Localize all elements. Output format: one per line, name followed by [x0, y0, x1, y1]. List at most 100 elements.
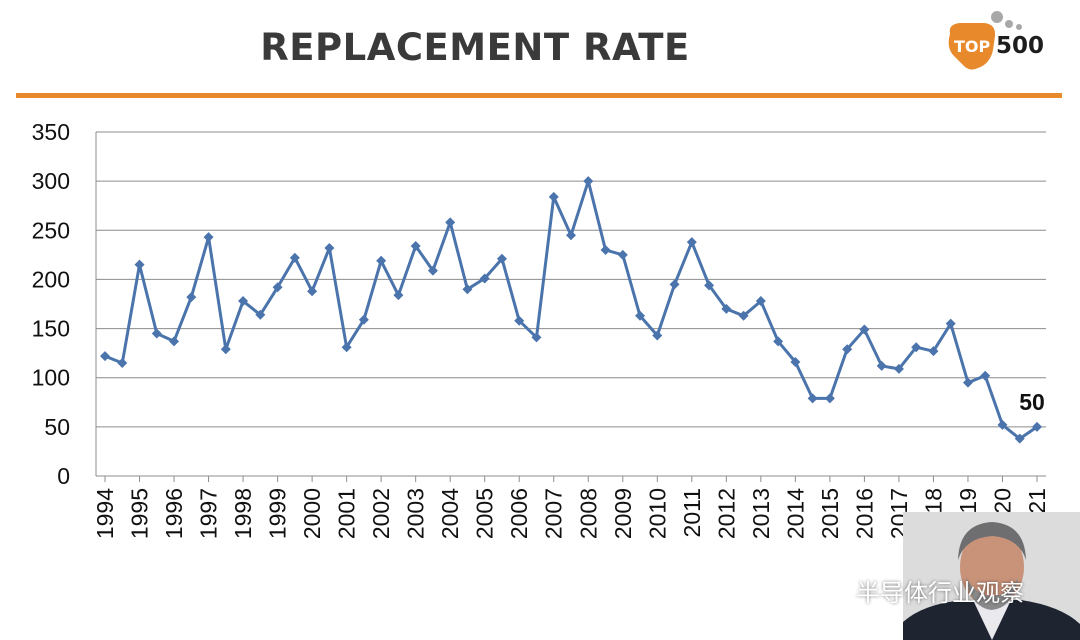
y-tick-label-350: 350	[32, 119, 70, 145]
logo-dot-small	[1016, 24, 1022, 30]
logo-dot-medium	[1005, 20, 1013, 28]
x-tick-label-2006: 2006	[506, 488, 532, 539]
data-point-1	[117, 357, 128, 368]
data-point-9	[255, 309, 266, 320]
wechat-eye-right	[824, 583, 828, 587]
data-point-52	[997, 419, 1008, 430]
data-point-49	[945, 318, 956, 329]
data-point-13	[324, 242, 335, 253]
x-tick-label-2001: 2001	[334, 488, 360, 539]
x-axis-ticks: 1994 1995 1996 1997 1998 1999 2000 2001 2002 2003…	[92, 488, 1050, 539]
data-point-6	[203, 232, 214, 243]
data-point-41	[807, 393, 818, 404]
watermark: 半导体行业观察	[808, 570, 1024, 610]
data-point-38	[755, 296, 766, 307]
data-point-4	[169, 336, 180, 347]
x-tick-label-2008: 2008	[575, 488, 601, 539]
data-point-39	[773, 336, 784, 347]
presenter-beard	[966, 578, 1018, 610]
data-point-28	[583, 176, 594, 187]
data-point-23	[496, 253, 507, 264]
data-point-48	[928, 346, 939, 357]
data-point-44	[859, 324, 870, 335]
data-point-45	[876, 360, 887, 371]
y-tick-label-0: 0	[57, 463, 70, 489]
watermark-text: 半导体行业观察	[856, 579, 1024, 607]
x-tick-label-2007: 2007	[541, 488, 567, 539]
x-tick-label-1998: 1998	[230, 488, 256, 539]
logo-dot-large	[991, 11, 1003, 23]
y-axis-ticks: 0 50 100 150 200 250 300 350	[32, 119, 70, 489]
x-tick-label-2011: 2011	[679, 488, 705, 537]
data-point-29	[600, 244, 611, 255]
x-tick-label-2009: 2009	[610, 488, 636, 539]
x-tick-label-2016: 2016	[851, 488, 877, 539]
data-point-18	[410, 241, 421, 252]
data-point-19	[427, 265, 438, 276]
presenter-face	[960, 527, 1024, 607]
logo-badge-shape	[948, 23, 996, 70]
data-label-0: 50	[1019, 389, 1045, 415]
wechat-eye-left	[816, 583, 820, 587]
data-point-34	[686, 237, 697, 248]
data-point-27	[566, 230, 576, 241]
title-divider	[16, 93, 1062, 98]
data-point-35	[704, 280, 715, 291]
data-point-47	[911, 342, 922, 353]
data-point-24	[514, 315, 525, 326]
data-point-33	[669, 279, 680, 290]
data-point-31	[635, 310, 646, 321]
x-tick-label-1995: 1995	[127, 488, 153, 539]
logo-number-text: 500	[996, 33, 1044, 59]
data-point-8	[238, 296, 249, 307]
x-tick-label-2003: 2003	[403, 488, 429, 539]
x-tick-label-2004: 2004	[437, 488, 463, 539]
x-tick-label-1999: 1999	[265, 488, 291, 539]
top500-logo: TOP 500	[948, 11, 1044, 70]
data-point-43	[842, 344, 853, 355]
y-tick-label-300: 300	[32, 168, 70, 194]
data-point-36	[721, 303, 732, 314]
y-tick-label-200: 200	[32, 266, 70, 292]
chart-series	[100, 176, 1042, 444]
y-tick-label-250: 250	[32, 217, 70, 243]
data-point-22	[479, 273, 490, 284]
wechat-bubble-small	[822, 585, 844, 603]
data-point-5	[186, 292, 197, 303]
chart-annotations: 50	[1019, 389, 1045, 415]
data-point-46	[893, 363, 904, 374]
data-point-21	[462, 284, 473, 295]
x-tick-label-1996: 1996	[161, 488, 187, 539]
x-tick-label-2005: 2005	[472, 488, 498, 539]
data-point-11	[289, 252, 300, 263]
chart-grid	[95, 131, 1046, 482]
data-point-14	[341, 342, 352, 353]
logo-badge-text: TOP	[954, 37, 991, 56]
data-point-40	[790, 356, 801, 367]
data-point-32	[652, 330, 663, 341]
presenter-collar	[973, 600, 1011, 640]
presenter-hair	[958, 522, 1026, 560]
data-point-2	[134, 259, 145, 270]
x-tick-label-2000: 2000	[299, 488, 325, 539]
x-tick-label-2010: 2010	[644, 488, 670, 539]
y-tick-label-100: 100	[32, 365, 70, 391]
x-tick-label-2014: 2014	[782, 488, 808, 539]
data-point-54	[1032, 421, 1042, 432]
data-point-42	[824, 393, 835, 404]
data-point-26	[548, 191, 559, 202]
data-point-17	[393, 290, 404, 301]
y-tick-label-150: 150	[32, 316, 70, 342]
data-point-50	[962, 377, 973, 388]
data-point-37	[738, 310, 749, 321]
data-point-30	[617, 249, 628, 260]
x-tick-label-1994: 1994	[92, 488, 118, 539]
data-point-0	[100, 351, 110, 362]
data-point-15	[358, 314, 369, 325]
series-line-0	[104, 179, 1038, 441]
presenter-video-thumbnail	[903, 512, 1080, 640]
data-point-10	[272, 282, 283, 293]
data-point-16	[376, 255, 387, 266]
x-tick-label-2015: 2015	[817, 488, 843, 539]
